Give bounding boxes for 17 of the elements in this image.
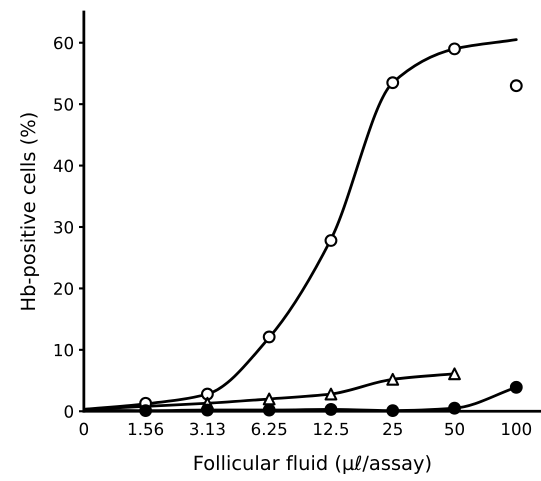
- y-tick-label: 20: [54, 282, 74, 295]
- y-axis-title: Hb-positive cells (%): [20, 113, 40, 310]
- y-tick-label: 40: [54, 160, 74, 172]
- x-tick-label: 50: [445, 422, 464, 436]
- y-tick-label: 30: [54, 220, 74, 234]
- y-tick-label: 10: [54, 344, 74, 356]
- y-tick-label: 50: [54, 98, 74, 111]
- x-tick-label: 1.56: [128, 422, 164, 436]
- x-axis-title: Follicular fluid (μℓ/assay): [194, 455, 430, 474]
- x-tick-label: 12.5: [314, 422, 348, 436]
- y-tick-label: 60: [54, 36, 74, 50]
- x-tick-label: 100: [502, 422, 532, 436]
- y-tick-label: 0: [64, 405, 74, 418]
- x-tick-label: 0: [80, 422, 88, 436]
- x-tick-label: 3.13: [190, 422, 225, 436]
- x-tick-label: 6.25: [252, 422, 286, 436]
- x-tick-label: 25: [383, 422, 402, 436]
